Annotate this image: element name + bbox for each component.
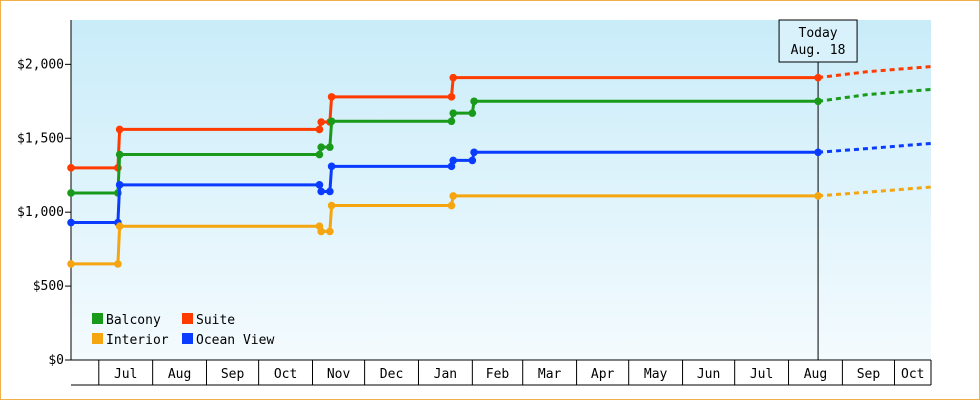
today-label-box — [778, 19, 858, 63]
data-point-balcony — [326, 143, 334, 151]
data-point-ocean-view — [67, 218, 75, 227]
legend-label-balcony: Balcony — [106, 313, 161, 328]
data-point-suite — [115, 125, 124, 134]
y-tick-label: $500 — [33, 279, 64, 294]
series-line-interior — [71, 194, 819, 266]
data-point-interior — [317, 227, 325, 236]
today-marker: Today Aug. 18 — [778, 19, 858, 360]
today-label-line2: Aug. 18 — [791, 43, 846, 58]
legend-label-suite: Suite — [196, 313, 235, 328]
x-tick-label: May — [644, 367, 668, 382]
series-projection-suite — [817, 65, 932, 80]
data-point-ocean-view — [814, 148, 822, 157]
y-tick-label: $1,500 — [17, 131, 64, 146]
series-layer — [67, 65, 932, 268]
legend-swatch-suite — [182, 313, 193, 324]
x-tick-label: Aug — [168, 367, 191, 382]
legend: Balcony Suite Interior Ocean View — [92, 313, 274, 348]
data-point-ocean-view — [326, 187, 334, 196]
data-point-ocean-view — [315, 181, 324, 189]
data-point-balcony — [468, 109, 477, 117]
data-point-balcony — [115, 150, 124, 159]
data-point-balcony — [327, 117, 336, 126]
data-point-balcony — [814, 97, 822, 106]
x-tick-label: Dec — [380, 367, 403, 382]
x-tick-label: Nov — [327, 367, 351, 382]
data-point-suite — [67, 164, 75, 172]
x-tick-label: Jul — [114, 367, 137, 382]
legend-swatch-ocean-view — [182, 333, 193, 344]
data-point-interior — [814, 192, 822, 200]
legend-swatch-interior — [92, 333, 103, 344]
x-tick-label: Aug — [804, 367, 827, 382]
x-tick-label: Mar — [538, 367, 562, 382]
data-point-interior — [327, 201, 336, 210]
today-label-line1: Today — [799, 26, 838, 41]
data-point-ocean-view — [470, 148, 478, 157]
x-tick-label: Feb — [486, 367, 510, 382]
data-point-interior — [447, 201, 456, 210]
data-point-interior — [115, 222, 124, 231]
legend-label-ocean-view: Ocean View — [196, 333, 274, 348]
x-tick-label: Sep — [857, 367, 881, 382]
data-point-interior — [449, 192, 458, 200]
x-axis: Jul Aug Sep Oct Nov Dec Jan Feb Mar Apr May Jun Jul A… — [71, 359, 932, 386]
legend-label-interior: Interior — [106, 333, 169, 348]
data-point-balcony — [315, 150, 324, 159]
data-point-suite — [315, 125, 324, 134]
data-point-ocean-view — [115, 181, 124, 189]
data-point-balcony — [449, 109, 458, 117]
x-tick-label: Sep — [221, 367, 245, 382]
data-point-suite — [447, 93, 456, 101]
data-point-balcony — [470, 97, 478, 106]
data-point-balcony — [447, 117, 456, 126]
data-point-ocean-view — [449, 156, 458, 165]
series-line-suite — [71, 76, 819, 170]
legend-swatch-balcony — [92, 313, 103, 324]
data-point-ocean-view — [327, 162, 336, 171]
data-point-balcony — [67, 189, 75, 197]
series-projection-ocean-view — [817, 141, 932, 154]
y-tick-label: $2,000 — [17, 57, 64, 72]
data-point-suite — [327, 93, 336, 101]
x-tick-label: Oct — [901, 367, 924, 382]
x-tick-label: Jul — [750, 367, 773, 382]
y-axis: $0 $500 $1,000 $1,500 $2,000 — [17, 20, 72, 368]
series-projection-balcony — [817, 87, 932, 103]
data-point-ocean-view — [468, 156, 477, 165]
series-projection-interior — [817, 185, 932, 198]
data-point-suite — [449, 73, 458, 82]
data-point-suite — [317, 118, 325, 126]
plot-area — [71, 20, 931, 360]
data-point-suite — [814, 73, 822, 82]
y-tick-label: $0 — [48, 353, 64, 368]
data-point-balcony — [317, 143, 325, 151]
x-tick-label: Oct — [274, 367, 297, 382]
data-point-interior — [67, 260, 75, 268]
x-tick-label: Jan — [434, 367, 457, 382]
y-tick-label: $1,000 — [17, 205, 64, 220]
data-point-interior — [326, 227, 334, 236]
data-point-ocean-view — [447, 162, 456, 171]
data-point-interior — [114, 260, 122, 268]
data-point-ocean-view — [317, 187, 325, 196]
x-tick-label: Jun — [697, 367, 720, 382]
x-tick-label: Apr — [591, 367, 615, 382]
